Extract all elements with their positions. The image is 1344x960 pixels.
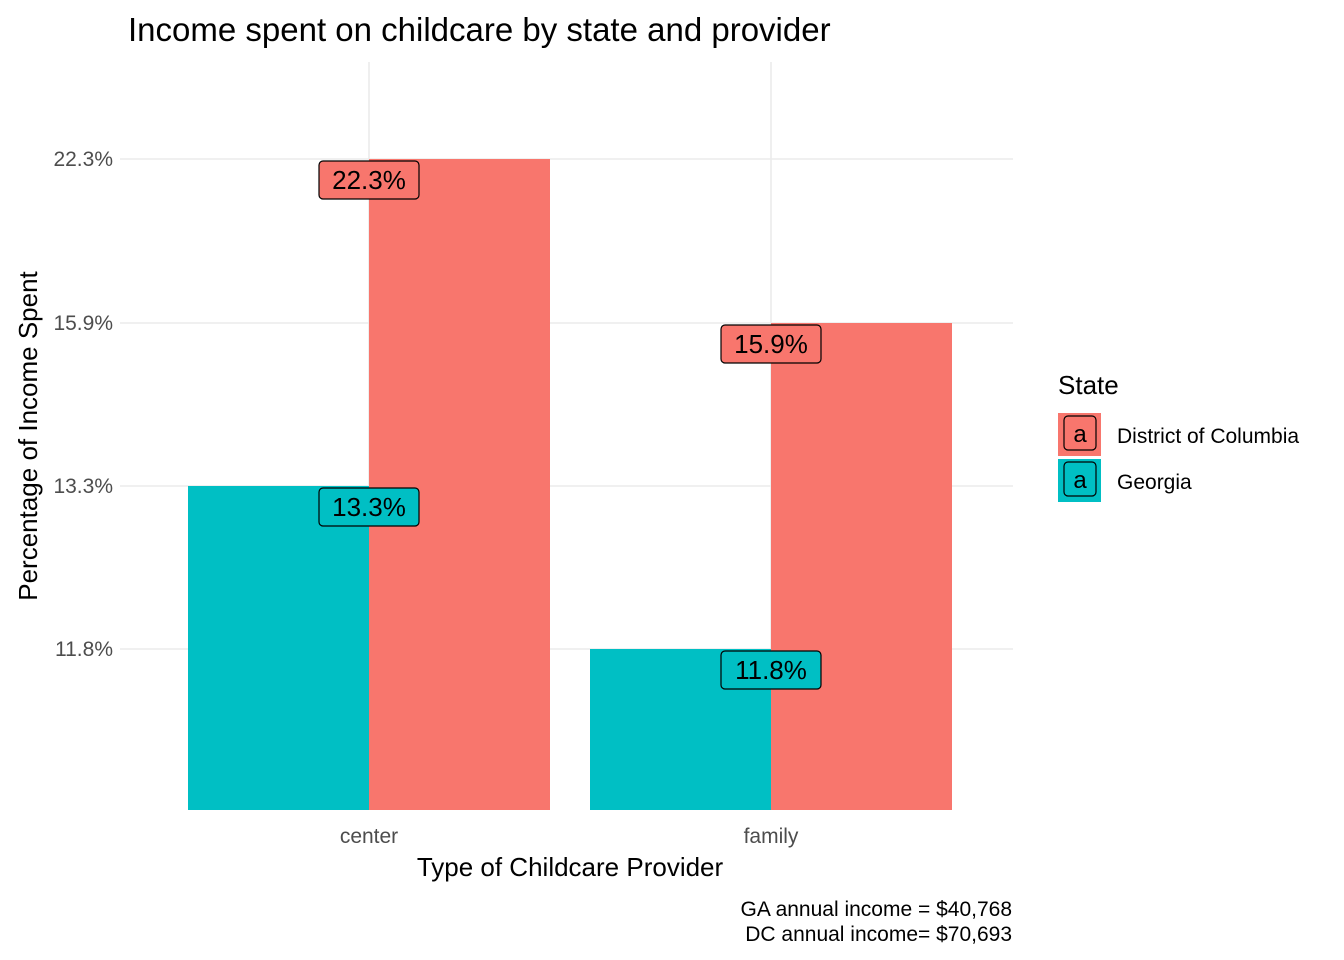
x-tick-label-center: center xyxy=(340,825,398,848)
data-label: 15.9% xyxy=(720,324,822,364)
x-axis-ticks: center family xyxy=(340,825,799,848)
data-label-box xyxy=(720,650,822,690)
legend-entry-label: District of Columbia xyxy=(1117,425,1299,448)
data-label-text: 13.3% xyxy=(332,492,406,522)
y-tick-label: 11.8% xyxy=(55,638,113,661)
data-label: 22.3% xyxy=(318,160,420,200)
data-label-box xyxy=(318,487,420,527)
legend: State a District of Columbia a Georgia xyxy=(1058,370,1299,502)
bar-georgia-center xyxy=(188,486,369,810)
bar-district-of-columbia-center xyxy=(369,159,550,810)
y-axis-title: Percentage of Income Spent xyxy=(13,270,43,600)
bars xyxy=(188,159,952,810)
bar-district-of-columbia-family xyxy=(771,323,952,810)
y-tick-label: 22.3% xyxy=(53,148,113,171)
legend-entry-label: Georgia xyxy=(1117,471,1192,494)
y-axis-ticks: 11.8% 13.3% 15.9% 22.3% xyxy=(53,148,113,661)
x-axis-title: Type of Childcare Provider xyxy=(417,852,724,882)
data-label-text: 22.3% xyxy=(332,165,406,195)
legend-key-glyph: a xyxy=(1073,421,1087,448)
caption-line-2: DC annual income= $70,693 xyxy=(745,923,1012,946)
data-label-text: 11.8% xyxy=(735,655,807,685)
chart-title: Income spent on childcare by state and p… xyxy=(128,11,831,48)
x-tick-label-family: family xyxy=(744,825,799,848)
legend-key-glyph: a xyxy=(1073,467,1087,494)
y-tick-label: 15.9% xyxy=(53,312,113,335)
data-label-box xyxy=(720,324,822,364)
legend-key-label-box xyxy=(1063,415,1097,451)
data-labels: 13.3% 11.8% 22.3% 15.9% xyxy=(318,160,822,690)
data-label: 11.8% xyxy=(720,650,822,690)
legend-title: State xyxy=(1058,370,1119,400)
legend-key-label-box xyxy=(1063,461,1097,497)
y-tick-label: 13.3% xyxy=(53,475,113,498)
data-label-text: 15.9% xyxy=(734,329,808,359)
caption-line-1: GA annual income = $40,768 xyxy=(741,898,1012,921)
data-label-box xyxy=(318,160,420,200)
data-label: 13.3% xyxy=(318,487,420,527)
